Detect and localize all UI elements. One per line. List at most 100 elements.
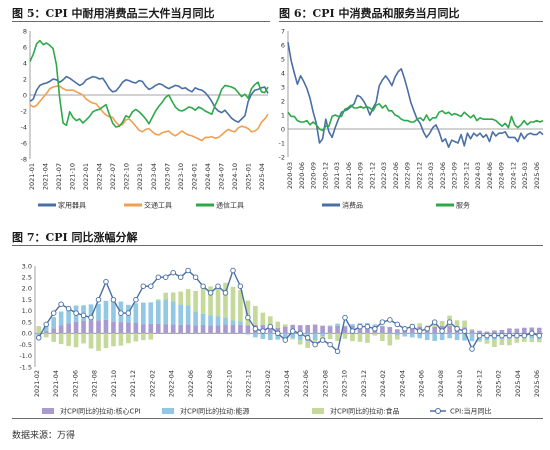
fig7-bar-segment-2 xyxy=(103,333,109,349)
fig7-xtick-label: 2024-12 xyxy=(475,370,483,397)
fig6-ytick-label: 0 xyxy=(281,125,285,133)
fig6-ytick-label: 3 xyxy=(281,83,285,91)
fig7-bar-segment-2 xyxy=(499,339,505,345)
fig7-cpi-point xyxy=(80,312,87,319)
fig6-series-line-0 xyxy=(287,42,544,148)
fig5-xtick-label: 2024-01 xyxy=(190,163,198,190)
fig7-cpi-point xyxy=(222,290,229,296)
fig7-xtick-label: 2024-02 xyxy=(379,370,387,397)
fig7-bar-segment-1 xyxy=(200,313,206,326)
fig7-bar-segment-2 xyxy=(268,316,273,328)
fig7-bar-segment-1 xyxy=(245,333,251,335)
fig7-bar-segment-2 xyxy=(327,333,333,340)
fig7-bar-segment-1 xyxy=(260,333,266,339)
fig7-bar-segment-2 xyxy=(73,333,79,348)
fig7-bar-segment-1 xyxy=(253,333,258,338)
fig7-bar-segment-1 xyxy=(312,333,318,341)
fig5-ytick-label: 6 xyxy=(23,43,27,51)
fig7-cpi-point xyxy=(289,328,296,334)
fig7-bar-segment-2 xyxy=(275,321,281,328)
fig7-bar-segment-1 xyxy=(447,333,452,339)
fig7-bar-segment-1 xyxy=(424,333,430,341)
fig7-cpi-point xyxy=(282,337,289,343)
fig7-xtick-label: 2023-02 xyxy=(264,370,272,397)
fig7-bar-segment-0 xyxy=(230,325,236,334)
fig5-legend-label: 交通工具 xyxy=(144,201,172,210)
fig7-cpi-point xyxy=(469,346,475,352)
fig7-bar-segment-0 xyxy=(529,327,535,334)
fig7-bar-segment-2 xyxy=(170,292,176,302)
fig7-xtick-label: 2024-10 xyxy=(456,370,464,397)
fig7-bar-segment-1 xyxy=(178,304,183,325)
fig5-xtick-label: 2023-01 xyxy=(136,163,144,190)
fig7-bar-segment-2 xyxy=(133,333,139,342)
fig6-xtick-label: 2021-12 xyxy=(368,162,376,189)
fig7-bar-segment-0 xyxy=(335,325,340,334)
fig6-xtick-label: 2024-09 xyxy=(498,162,506,189)
fig7-bar-segment-2 xyxy=(469,329,475,331)
fig7-bar-segment-0 xyxy=(282,326,288,334)
fig7-cpi-point xyxy=(424,326,430,332)
fig5-xtick-label: 2024-04 xyxy=(204,163,212,190)
fig7-xtick-label: 2024-04 xyxy=(398,370,406,397)
fig7-bar-segment-0 xyxy=(111,321,116,334)
fig7-bar-segment-2 xyxy=(96,333,101,351)
fig7-bar-segment-2 xyxy=(357,333,363,342)
fig5-ytick-label: 0 xyxy=(23,91,27,99)
fig7-cpi-point xyxy=(319,337,326,343)
fig7-legend-swatch xyxy=(312,408,324,414)
fig7-bar-segment-2 xyxy=(141,333,146,341)
fig5-xtick-label: 2021-07 xyxy=(55,163,63,190)
fig7-cpi-point xyxy=(252,326,259,332)
fig6-ytick-label: 7 xyxy=(281,27,285,35)
fig7-bar-segment-1 xyxy=(350,324,355,326)
fig7-xtick-label: 2021-04 xyxy=(52,370,60,397)
fig5-xtick-label: 2022-10 xyxy=(123,163,131,190)
fig5-xtick-label: 2023-04 xyxy=(150,163,158,190)
fig7-bar-segment-0 xyxy=(387,327,393,334)
fig7-xtick-label: 2022-10 xyxy=(225,370,233,397)
fig5-series-line-2 xyxy=(29,39,269,128)
fig7-cpi-point xyxy=(334,348,341,355)
fig7-bar-segment-0 xyxy=(185,324,191,334)
fig7-bar-segment-0 xyxy=(477,330,482,334)
fig7-xtick-label: 2023-06 xyxy=(302,370,310,397)
fig7-bar-segment-1 xyxy=(395,333,400,336)
fig6-xtick-label: 2024-03 xyxy=(474,162,482,189)
fig7-xtick-label: 2023-12 xyxy=(360,370,368,397)
fig7-cpi-point xyxy=(267,323,274,330)
fig7-cpi-point xyxy=(446,319,453,325)
fig7-bar-segment-0 xyxy=(126,322,131,334)
fig7-xtick-label: 2021-06 xyxy=(71,370,79,397)
fig6-xtick-label: 2021-06 xyxy=(345,162,353,189)
fig7-bar-segment-2 xyxy=(245,300,251,326)
fig7-bar-segment-2 xyxy=(155,299,161,301)
fig5-legend-label: 家用器具 xyxy=(58,201,86,210)
fig7-bar-segment-1 xyxy=(185,305,191,325)
fig6-xtick-label: 2022-12 xyxy=(415,162,423,189)
fig7-bar-segment-2 xyxy=(395,335,400,340)
fig7-ytick-label: -1.0 xyxy=(19,352,32,360)
fig7-cpi-point xyxy=(110,296,117,303)
fig7-bar-segment-1 xyxy=(103,300,109,320)
fig7-cpi-point xyxy=(402,326,408,332)
fig7-cpi-point xyxy=(476,332,483,339)
fig7-bar-segment-2 xyxy=(380,333,385,341)
fig6-xtick-label: 2024-12 xyxy=(509,162,517,189)
fig7-bar-segment-2 xyxy=(66,333,71,346)
fig7-cpi-point xyxy=(170,269,176,276)
fig7-cpi-point xyxy=(35,335,42,341)
fig7-bar-segment-0 xyxy=(492,330,497,334)
fig7-bar-segment-0 xyxy=(96,320,101,334)
fig7-bar-segment-0 xyxy=(245,325,251,334)
fig7-bar-segment-1 xyxy=(223,317,228,325)
fig7-ytick-label: 2.5 xyxy=(22,274,32,282)
fig7-cpi-point xyxy=(125,310,132,316)
fig7-cpi-point xyxy=(43,321,49,328)
fig6-xtick-label: 2025-03 xyxy=(521,162,529,189)
fig7-bar-segment-0 xyxy=(133,323,139,334)
fig7-xtick-label: 2025-04 xyxy=(514,370,522,397)
fig7-bar-segment-0 xyxy=(327,326,333,334)
fig7-bar-segment-1 xyxy=(58,311,64,326)
